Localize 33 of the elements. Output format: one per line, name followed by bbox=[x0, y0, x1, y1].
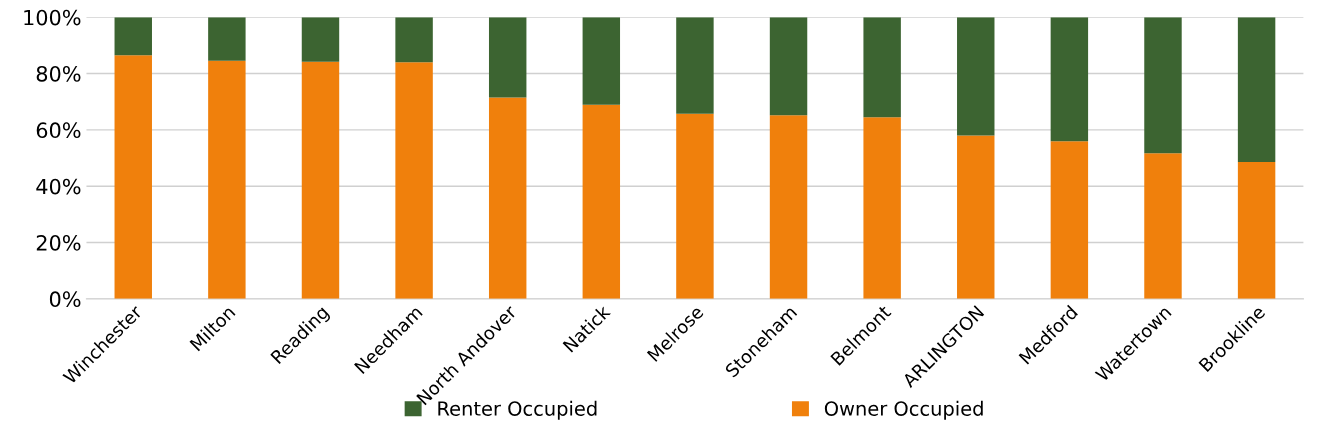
y-tick-label: 0% bbox=[49, 291, 81, 308]
bar bbox=[1237, 17, 1276, 162]
y-tick-label: 40% bbox=[36, 178, 81, 195]
bar bbox=[1050, 141, 1089, 299]
bar bbox=[582, 17, 621, 105]
bar bbox=[1144, 17, 1182, 154]
bar bbox=[582, 104, 621, 299]
bar bbox=[395, 62, 433, 299]
y-tick-label: 100% bbox=[24, 9, 81, 26]
bar bbox=[1237, 161, 1276, 299]
y-tick-label: 80% bbox=[36, 65, 81, 82]
bar bbox=[208, 60, 246, 299]
bar bbox=[863, 117, 901, 299]
bar bbox=[957, 17, 995, 136]
bar bbox=[301, 17, 340, 62]
bar bbox=[1144, 153, 1182, 299]
y-tick-label: 60% bbox=[36, 122, 81, 139]
bar bbox=[957, 135, 995, 299]
bar bbox=[676, 17, 714, 114]
bar bbox=[676, 113, 714, 299]
bar bbox=[114, 17, 152, 56]
bar bbox=[301, 61, 340, 299]
bar bbox=[769, 115, 808, 299]
legend-label: Owner Occupied bbox=[824, 400, 983, 420]
bar bbox=[488, 17, 527, 98]
bar bbox=[863, 17, 901, 118]
bar bbox=[395, 17, 433, 63]
bar bbox=[1050, 17, 1089, 142]
bar bbox=[769, 17, 808, 116]
bar bbox=[488, 97, 527, 299]
bar bbox=[208, 17, 246, 61]
bar bbox=[114, 55, 152, 299]
y-tick-label: 20% bbox=[36, 234, 81, 251]
